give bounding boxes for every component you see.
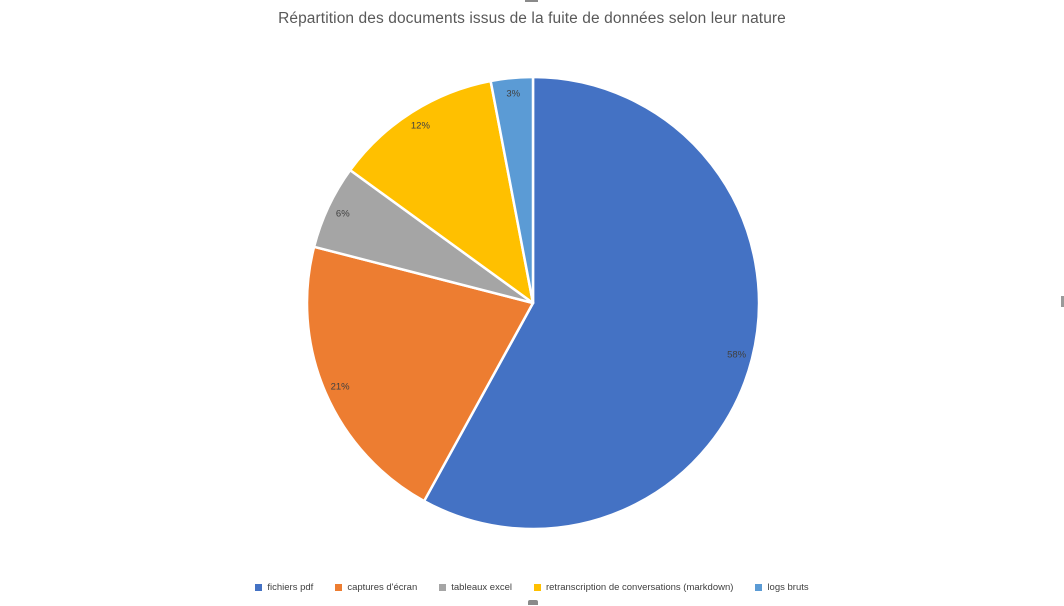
legend-item-1[interactable]: captures d'écran: [335, 582, 417, 593]
chart-legend: fichiers pdf captures d'écran tableaux exc…: [0, 582, 1064, 593]
legend-item-0[interactable]: fichiers pdf: [255, 582, 313, 593]
legend-label: retranscription de conversations (markdo…: [545, 582, 734, 593]
data-label-3: 12%: [410, 120, 430, 131]
legend-label: fichiers pdf: [267, 582, 314, 593]
legend-label: logs bruts: [767, 582, 809, 593]
legend-marker-icon: [533, 584, 541, 591]
chart-title: Répartition des documents issus de la fu…: [278, 10, 786, 27]
legend-item-4[interactable]: logs bruts: [755, 582, 809, 593]
legend-marker-icon: [335, 584, 343, 591]
pie-slice-1[interactable]: [305, 245, 535, 503]
legend-item-2[interactable]: tableaux excel: [439, 582, 512, 593]
data-label-4: 3%: [506, 88, 521, 100]
legend-label: tableaux excel: [451, 582, 512, 593]
data-label-1: 21%: [330, 381, 350, 392]
legend-marker-icon: [755, 584, 763, 591]
data-label-2: 6%: [335, 208, 350, 219]
pie-slice-3[interactable]: [348, 79, 535, 305]
data-label-0: 58%: [727, 349, 747, 361]
pie-slice-0[interactable]: [422, 75, 761, 531]
legend-item-3[interactable]: retranscription de conversations (markdo…: [533, 582, 734, 593]
pie-slice-4[interactable]: [489, 75, 535, 305]
legend-marker-icon: [439, 584, 447, 591]
cropped-content-fragment-bottom: [528, 600, 538, 605]
legend-marker-icon: [255, 584, 263, 591]
legend-label: captures d'écran: [347, 582, 418, 593]
cropped-content-fragment-right: [1061, 296, 1064, 307]
cropped-content-fragment-top: [525, 0, 538, 2]
